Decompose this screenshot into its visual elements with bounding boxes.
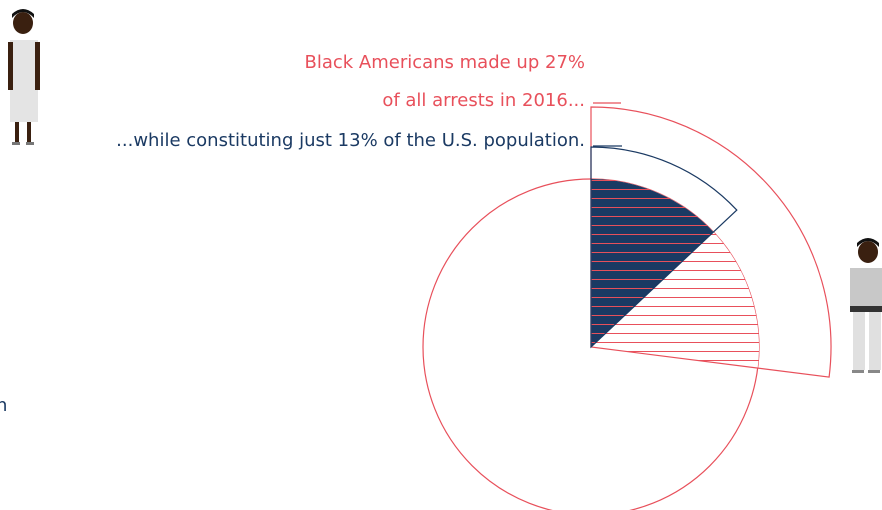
person-figure	[850, 238, 882, 373]
annotation: of all arrests in 2016...	[382, 90, 585, 111]
share-outline	[590, 146, 738, 349]
share-wedge	[591, 179, 714, 347]
annotation: ...while constituting just 13% of the U.…	[116, 130, 585, 151]
person-figure	[8, 9, 40, 145]
share-outline	[590, 106, 832, 378]
annotation: n	[0, 395, 7, 416]
annotation: Black Americans made up 27%	[304, 52, 585, 73]
